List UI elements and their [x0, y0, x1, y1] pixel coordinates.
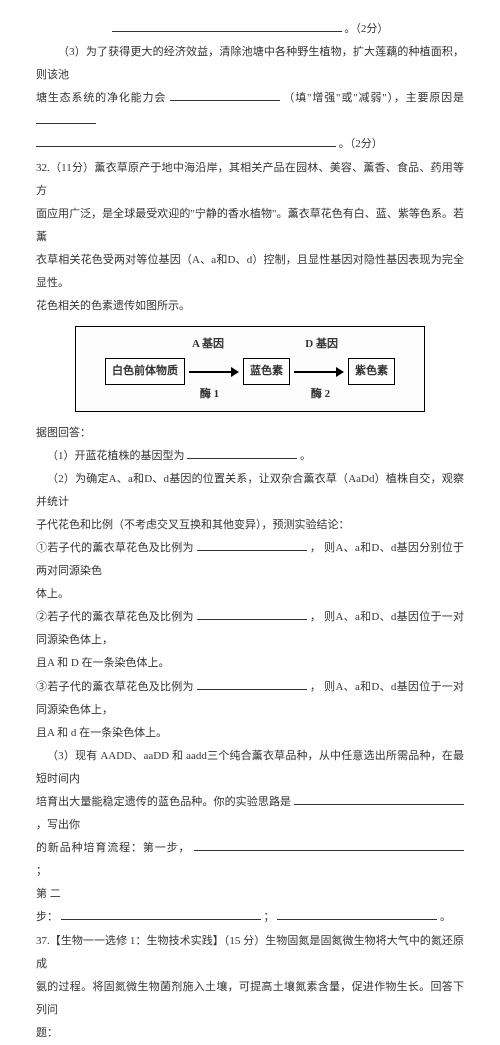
blank: [36, 138, 336, 148]
blank: [197, 680, 307, 690]
blank: [112, 22, 342, 32]
text: 塘生态系统的净化能力会: [36, 92, 166, 104]
score-text: 。（2分）: [344, 23, 388, 35]
q32-c1a: ①若子代的薰衣草花色及比例为 ， 则A、a和D、d基因分别位于两对同源染色: [36, 537, 464, 583]
text: 氨的过程。将固氮微生物菌剂施入土壤，可提高土壤氮素含量，促进作物生长。回答下列问: [36, 981, 464, 1016]
q32-p2a: （2）为确定A、a和D、d基因的位置关系，让双杂合薰衣草（AaDd）植株自交，观…: [36, 468, 464, 514]
q32-head-3: 衣草相关花色受两对等位基因（A、a和D、d）控制，且显性基因对隐性基因表现为完全…: [36, 249, 464, 295]
arrow-icon: [189, 365, 239, 379]
text: ；: [264, 911, 275, 923]
text: 且A 和 D 在一条染色体上。: [36, 657, 170, 669]
text: 第 二: [36, 888, 61, 900]
text: 花色相关的色素遗传如图所示。: [36, 300, 190, 312]
text: （填"增强"或"减弱"），主要原因是: [283, 92, 464, 104]
q32-after: 据图回答：: [36, 422, 464, 445]
blank: [170, 91, 280, 101]
q32-c2a: ②若子代的薰衣草花色及比例为 ， 则A、a和D、d基因位于一对同源染色体上，: [36, 606, 464, 652]
blank: [194, 841, 464, 851]
text: （3）现有 AADD、aaDD 和 aadd三个纯合薰衣草品种，从中任意选出所需…: [36, 750, 464, 785]
pathway-row: 白色前体物质 蓝色素 紫色素: [84, 358, 417, 385]
text: ③若子代的薰衣草花色及比例为: [36, 681, 194, 693]
text: 衣草相关花色受两对等位基因（A、a和D、d）控制，且显性基因对隐性基因表现为完全…: [36, 254, 464, 289]
q32-p3c: 的新品种培育流程：第一步， ；: [36, 837, 464, 883]
q32-c2c: 且A 和 D 在一条染色体上。: [36, 652, 464, 675]
q32-p3f: 步： ； 。: [36, 906, 464, 929]
blue-pigment-box: 蓝色素: [243, 358, 290, 385]
q37-a: 37.【生物一一选修 1：生物技术实践】（15 分）生物固氮是固氮微生物将大气中…: [36, 930, 464, 976]
blank: [197, 610, 307, 620]
text: （2）为确定A、a和D、d基因的位置关系，让双杂合薰衣草（AaDd）植株自交，观…: [36, 473, 464, 508]
blank: [294, 795, 464, 805]
text: 。: [440, 911, 451, 923]
purple-pigment-box: 紫色素: [348, 358, 395, 385]
text: 体上。: [36, 588, 69, 600]
text: ；: [36, 865, 47, 877]
gene-d-label: D 基因: [305, 333, 338, 356]
text: 且A 和 d 在一条染色体上。: [36, 727, 167, 739]
text: 据图回答：: [36, 427, 91, 439]
q32-c1c: 体上。: [36, 583, 464, 606]
q31-blank-line: 。（2分）: [36, 18, 464, 41]
q32-p1: （1）开蓝花植株的基因型为 。: [36, 445, 464, 468]
text: 32.（11分）薰衣草原产于地中海沿岸，其相关产品在园林、美容、薰香、食品、药用…: [36, 162, 464, 197]
text: 。: [300, 450, 311, 462]
text: ①若子代的薰衣草花色及比例为: [36, 542, 194, 554]
text: ②若子代的薰衣草花色及比例为: [36, 611, 194, 623]
q32-head-1: 32.（11分）薰衣草原产于地中海沿岸，其相关产品在园林、美容、薰香、食品、药用…: [36, 157, 464, 203]
q32-p3e: 第 二: [36, 883, 464, 906]
text: 37.【生物一一选修 1：生物技术实践】（15 分）生物固氮是固氮微生物将大气中…: [36, 935, 464, 970]
q32-p2b: 子代花色和比例（不考虑交叉互换和其他变异），预测实验结论：: [36, 514, 464, 537]
blank: [187, 449, 297, 459]
text: 题：: [36, 1027, 58, 1039]
q31-p3-line2: 塘生态系统的净化能力会 （填"增强"或"减弱"），主要原因是: [36, 87, 464, 133]
enzyme-row: 酶 1 酶 2: [84, 383, 417, 406]
blank: [197, 541, 307, 551]
precursor-box: 白色前体物质: [105, 358, 185, 385]
score-text: 。（2分）: [339, 138, 383, 150]
genetics-diagram: A 基因 D 基因 白色前体物质 蓝色素 紫色素 酶 1 酶 2: [75, 326, 426, 411]
gene-a-label: A 基因: [192, 333, 224, 356]
gene-label-row: A 基因 D 基因: [84, 333, 417, 356]
text: （3）为了获得更大的经济效益，清除池塘中各种野生植物，扩大莲藕的种植面积，则该池: [36, 46, 464, 81]
q37-b: 氨的过程。将固氮微生物菌剂施入土壤，可提高土壤氮素含量，促进作物生长。回答下列问: [36, 976, 464, 1022]
blank: [61, 911, 261, 921]
q32-c3a: ③若子代的薰衣草花色及比例为 ， 则A、a和D、d基因位于一对同源染色体上，: [36, 676, 464, 722]
text: 的新品种培育流程：第一步，: [36, 842, 190, 854]
text: ，写出你: [36, 819, 80, 831]
q32-head-4: 花色相关的色素遗传如图所示。: [36, 295, 464, 318]
q37-c: 题：: [36, 1022, 464, 1045]
q31-p3-line3: 。（2分）: [36, 133, 464, 156]
arrow-icon: [294, 365, 344, 379]
enzyme-1-label: 酶 1: [200, 383, 219, 406]
text: 子代花色和比例（不考虑交叉互换和其他变异），预测实验结论：: [36, 519, 350, 531]
text: （1）开蓝花植株的基因型为: [47, 450, 185, 462]
q32-c3c: 且A 和 d 在一条染色体上。: [36, 722, 464, 745]
text: 面应用广泛，是全球最受欢迎的"宁静的香水植物"。薰衣草花色有白、蓝、紫等色系。若…: [36, 208, 464, 243]
enzyme-2-label: 酶 2: [311, 383, 330, 406]
text: 步：: [36, 911, 58, 923]
blank: [36, 114, 96, 124]
text: 培育出大量能稳定遗传的蓝色品种。你的实验思路是: [36, 796, 291, 808]
q32-p3a: （3）现有 AADD、aaDD 和 aadd三个纯合薰衣草品种，从中任意选出所需…: [36, 745, 464, 791]
q32-head-2: 面应用广泛，是全球最受欢迎的"宁静的香水植物"。薰衣草花色有白、蓝、紫等色系。若…: [36, 203, 464, 249]
blank: [277, 911, 437, 921]
q31-p3-line1: （3）为了获得更大的经济效益，清除池塘中各种野生植物，扩大莲藕的种植面积，则该池: [36, 41, 464, 87]
q32-p3b: 培育出大量能稳定遗传的蓝色品种。你的实验思路是 ，写出你: [36, 791, 464, 837]
